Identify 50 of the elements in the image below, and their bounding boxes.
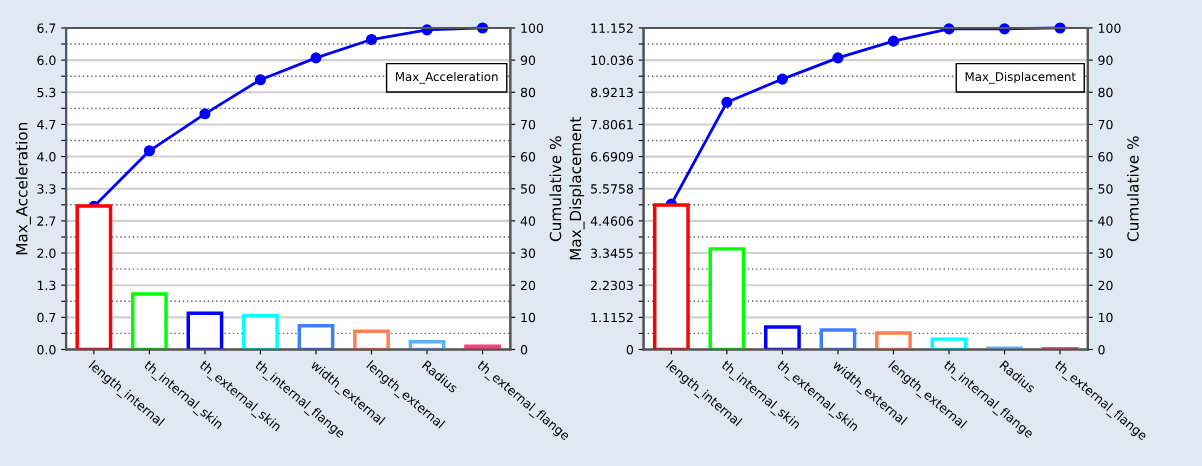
- y2-tick-label: 30: [1098, 248, 1113, 258]
- y-tick-label: 4.7: [37, 120, 56, 130]
- y2-tick-label: 80: [520, 87, 536, 98]
- y-tick-label: 5.3: [37, 87, 56, 98]
- y-tick-label: 11.152: [591, 23, 633, 33]
- text: Max_Acceleration: [396, 71, 498, 84]
- y2-tick-label: 90: [1098, 55, 1113, 66]
- y-tick-label: 7.8061: [591, 119, 633, 130]
- y-tick-label: 10.036: [591, 55, 634, 66]
- y2-tick-label: 100: [521, 23, 544, 33]
- y2-tick-label: 60: [1098, 152, 1113, 162]
- y2-axis-title: Cumulative %: [1126, 136, 1139, 242]
- y2-tick-label: 50: [521, 184, 536, 194]
- y-tick-label: 6.6909: [591, 152, 633, 162]
- text: Max_Displacement: [965, 71, 1076, 84]
- y-tick-label: 0.7: [37, 312, 56, 323]
- y-axis-title: Max_Acceleration: [15, 122, 31, 255]
- y2-tick-label: 90: [520, 55, 536, 66]
- y-tick-label: 2.7: [37, 216, 56, 226]
- y2-tick-label: 50: [1098, 184, 1113, 194]
- y-tick-label: 6.0: [37, 55, 56, 66]
- y2-tick-label: 80: [1098, 87, 1113, 98]
- y-axis-title: Max_Displacement: [569, 116, 585, 260]
- y2-tick-label: 70: [521, 119, 536, 130]
- y-tick-label: 6.7: [37, 23, 56, 33]
- y-tick-label: 5.5758: [591, 184, 634, 194]
- y2-tick-label: 70: [1098, 119, 1113, 130]
- y-tick-label: 0: [626, 344, 634, 355]
- y2-tick-label: 0: [520, 344, 528, 355]
- y2-tick-label: 30: [521, 248, 536, 258]
- y-tick-label: 0.0: [37, 344, 56, 355]
- y-tick-label: 4.0: [37, 152, 56, 162]
- y2-tick-label: 40: [520, 216, 536, 226]
- y2-axis-title: Cumulative %: [549, 136, 562, 242]
- y2-tick-label: 100: [1098, 23, 1121, 33]
- y-tick-label: 2.2303: [591, 280, 633, 291]
- y2-tick-label: 20: [520, 280, 536, 291]
- y-tick-label: 2.0: [37, 248, 56, 258]
- y-tick-label: 1.1152: [591, 312, 633, 323]
- y-tick-label: 8.9213: [590, 87, 633, 98]
- y-tick-label: 3.3455: [591, 248, 633, 258]
- y-tick-label: 1.3: [37, 280, 56, 291]
- y-tick-label: 4.4606: [590, 216, 634, 226]
- y-tick-label: 3.3: [37, 184, 56, 194]
- y2-tick-label: 20: [1098, 280, 1113, 291]
- y2-tick-label: 40: [1098, 216, 1113, 226]
- y2-tick-label: 10: [1098, 312, 1113, 323]
- y2-tick-label: 0: [1098, 344, 1105, 355]
- y2-tick-label: 60: [520, 152, 536, 162]
- y2-tick-label: 10: [521, 312, 536, 323]
